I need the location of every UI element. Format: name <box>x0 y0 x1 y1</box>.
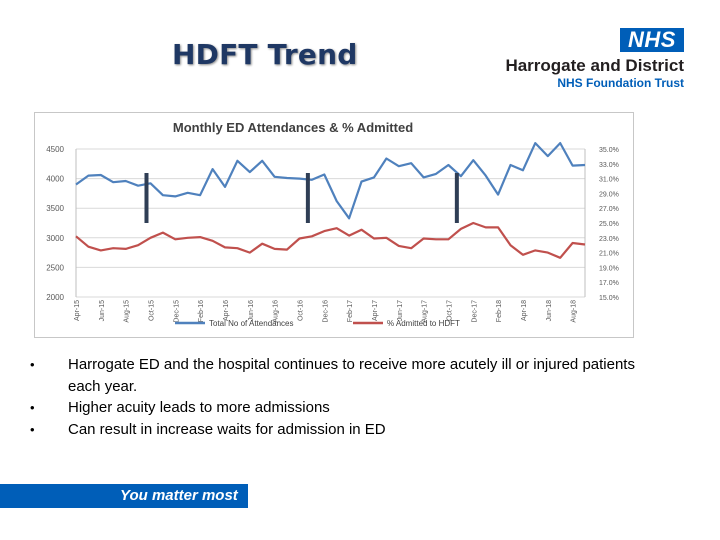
chart-title: Monthly ED Attendances & % Admitted <box>173 120 413 135</box>
y-left-tick-label: 3500 <box>46 204 64 213</box>
y-left-tick-label: 4000 <box>46 175 64 184</box>
y-right-tick-label: 29.0% <box>599 191 619 198</box>
y-right-tick-label: 33.0% <box>599 162 619 169</box>
chart-panel: Monthly ED Attendances & % Admitted 2000 2… <box>34 112 634 338</box>
x-tick-label: Dec-16 <box>322 300 329 323</box>
bullet-list: Harrogate ED and the hospital continues … <box>28 354 668 440</box>
y-left-tick-label: 4500 <box>46 145 64 154</box>
y-left-tick-label: 3000 <box>46 234 64 243</box>
x-tick-label: Jun-15 <box>99 300 106 322</box>
x-tick-label: Oct-17 <box>446 300 453 321</box>
x-tick-label: Feb-17 <box>347 300 354 322</box>
series-admitted-line <box>75 221 586 259</box>
x-tick-label: Apr-18 <box>521 300 528 321</box>
x-tick-label: Apr-17 <box>372 300 379 321</box>
x-tick-label: Aug-18 <box>571 300 578 323</box>
y-left-tick-label: 2000 <box>46 293 64 302</box>
x-tick-label: Aug-16 <box>273 300 280 323</box>
bullet-item: Can result in increase waits for admissi… <box>28 419 668 441</box>
x-tick-label: Jun-18 <box>546 300 553 322</box>
ed-attendance-chart: Monthly ED Attendances & % Admitted 2000 2… <box>46 120 619 328</box>
x-tick-label: Jun-16 <box>248 300 255 322</box>
x-tick-label: Feb-18 <box>496 300 503 322</box>
y-right-tick-label: 15.0% <box>599 295 619 302</box>
y-right-tick-label: 19.0% <box>599 265 619 272</box>
slide-title: HDFT Trend <box>172 38 358 71</box>
nhs-badge: NHS <box>620 28 684 52</box>
x-tick-label: Aug-15 <box>124 300 131 323</box>
x-tick-label: Jun-17 <box>397 300 404 322</box>
legend-label-attendances: Total No of Attendances <box>209 319 294 328</box>
org-name: Harrogate and District <box>505 56 684 75</box>
legend-label-admitted: % Admitted to HDFT <box>387 319 460 328</box>
y-right-tick-label: 31.0% <box>599 177 619 184</box>
y-right-tick-label: 25.0% <box>599 221 619 228</box>
y-right-tick-label: 23.0% <box>599 236 619 243</box>
bullet-item: Harrogate ED and the hospital continues … <box>28 354 668 397</box>
x-tick-label: Apr-16 <box>223 300 230 321</box>
y-right-tick-label: 17.0% <box>599 280 619 287</box>
x-tick-label: Feb-16 <box>198 300 205 322</box>
bullet-item: Higher acuity leads to more admissions <box>28 397 668 419</box>
x-tick-label: Dec-17 <box>471 300 478 323</box>
footer-banner <box>0 484 248 508</box>
nhs-trust-logo: NHS Harrogate and District NHS Foundatio… <box>498 28 686 92</box>
x-tick-label: Dec-15 <box>173 300 180 323</box>
marker-bar <box>305 173 310 223</box>
marker-bar <box>454 173 459 223</box>
y-left-tick-label: 2500 <box>46 263 64 272</box>
org-subtitle: NHS Foundation Trust <box>557 76 684 90</box>
x-tick-label: Aug-17 <box>422 300 429 323</box>
series-attendances-line <box>75 142 586 220</box>
y-right-tick-label: 35.0% <box>599 147 619 154</box>
y-right-tick-label: 27.0% <box>599 206 619 213</box>
y-right-tick-label: 21.0% <box>599 251 619 258</box>
x-tick-label: Oct-16 <box>297 300 304 321</box>
x-tick-label: Oct-15 <box>148 300 155 321</box>
x-tick-label: Apr-15 <box>74 300 81 321</box>
marker-bar <box>144 173 149 223</box>
footer-slogan: You matter most <box>120 487 238 504</box>
